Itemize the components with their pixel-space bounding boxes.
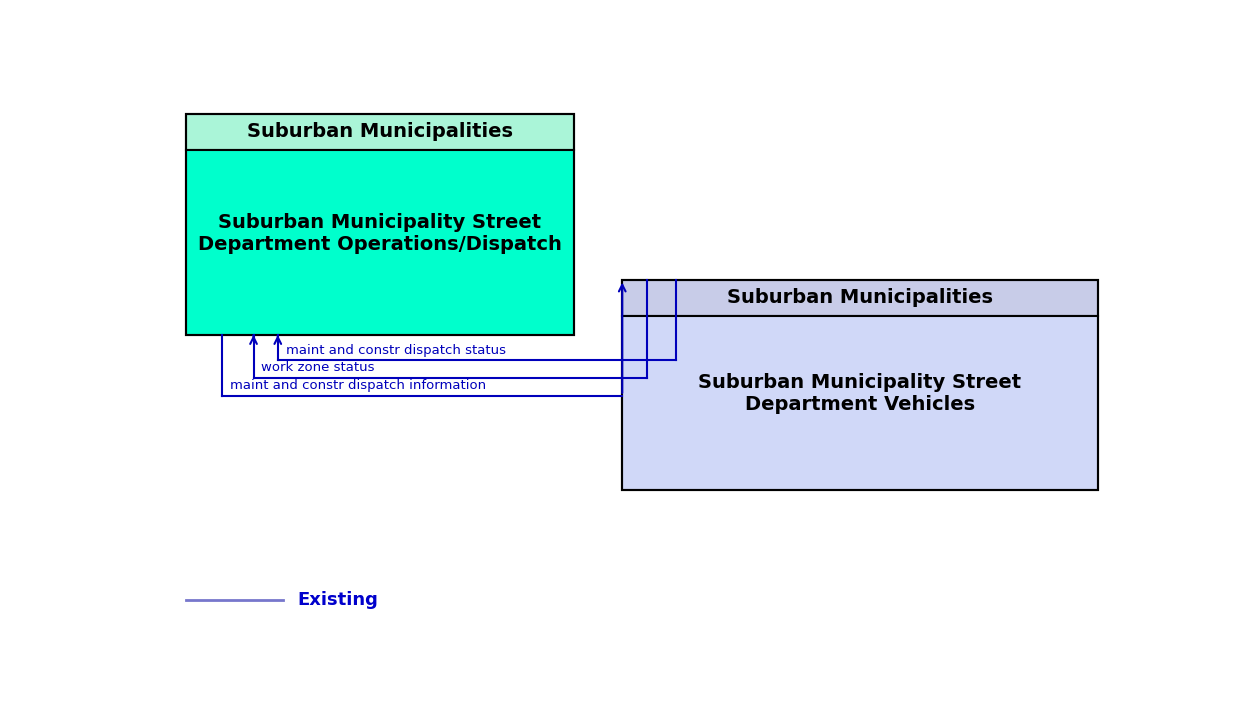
Text: Suburban Municipality Street
Department Operations/Dispatch: Suburban Municipality Street Department … xyxy=(198,213,562,253)
Text: Suburban Municipalities: Suburban Municipalities xyxy=(727,288,993,307)
Bar xyxy=(622,280,1098,316)
Text: work zone status: work zone status xyxy=(262,361,374,374)
Bar xyxy=(185,150,573,335)
Text: maint and constr dispatch status: maint and constr dispatch status xyxy=(285,343,506,357)
Text: maint and constr dispatch information: maint and constr dispatch information xyxy=(230,379,486,393)
Text: Suburban Municipalities: Suburban Municipalities xyxy=(247,122,512,141)
Bar xyxy=(185,113,573,335)
Text: Suburban Municipality Street
Department Vehicles: Suburban Municipality Street Department … xyxy=(699,373,1022,414)
Bar xyxy=(622,316,1098,490)
Text: Existing: Existing xyxy=(297,592,378,610)
Bar xyxy=(185,113,573,150)
Bar xyxy=(622,279,1098,490)
